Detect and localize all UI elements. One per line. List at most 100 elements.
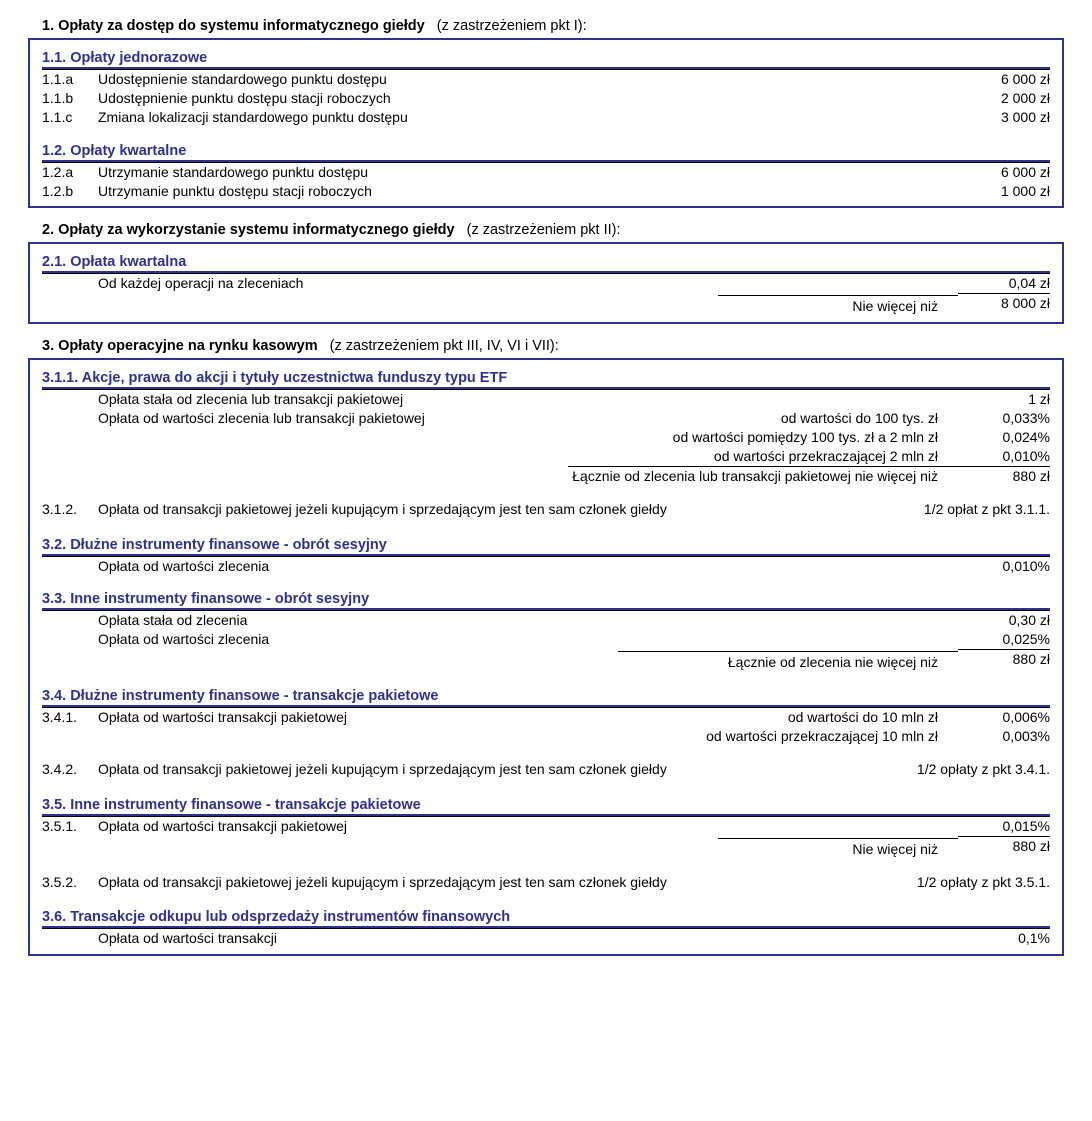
label: Opłata od transakcji pakietowej jeżeli k… xyxy=(98,873,917,892)
qual: od wartości do 100 tys. zł xyxy=(781,409,958,428)
row-1-2-b: 1.2.b Utrzymanie punktu dostępu stacji r… xyxy=(42,182,1050,201)
note-3-4-2: 3.4.2. Opłata od transakcji pakietowej j… xyxy=(42,760,1050,779)
label: Opłata od wartości zlecenia lub transakc… xyxy=(98,409,781,428)
code: 3.1.2. xyxy=(42,500,98,519)
sub-1-2: 1.2. Opłaty kwartalne xyxy=(42,143,1050,162)
cap-amount: 880 zł xyxy=(958,837,1050,859)
row-1-1-a: 1.1.a Udostępnienie standardowego punktu… xyxy=(42,69,1050,89)
row-1-2-a: 1.2.a Utrzymanie standardowego punktu do… xyxy=(42,162,1050,182)
row-311-2b: od wartości pomiędzy 100 tys. zł a 2 mln… xyxy=(42,428,1050,447)
section-1-box: 1.1. Opłaty jednorazowe 1.1.a Udostępnie… xyxy=(28,38,1064,208)
cap-amount: 880 zł xyxy=(958,650,1050,672)
label: Od każdej operacji na zleceniach xyxy=(98,274,958,294)
cap-amount: 8 000 zł xyxy=(958,294,1050,316)
row-3-5-1: 3.5.1. Opłata od wartości transakcji pak… xyxy=(42,816,1050,837)
section-1-title: 1. Opłaty za dostęp do systemu informaty… xyxy=(42,18,1064,34)
code: 3.4.2. xyxy=(42,760,98,779)
note-3-1-2: 3.1.2. Opłata od transakcji pakietowej j… xyxy=(42,500,1050,519)
amount: 0,025% xyxy=(958,630,1050,650)
qual: od wartości przekraczającej 10 mln zł xyxy=(706,727,958,746)
code: 1.1.a xyxy=(42,70,98,89)
label: Opłata od wartości transakcji pakietowej xyxy=(98,708,788,727)
section-2-title-text: 2. Opłaty za wykorzystanie systemu infor… xyxy=(42,222,455,238)
qual: od wartości pomiędzy 100 tys. zł a 2 mln… xyxy=(673,428,958,447)
label: Opłata od wartości transakcji pakietowej xyxy=(98,817,958,837)
row-311-1: Opłata stała od zlecenia lub transakcji … xyxy=(42,389,1050,409)
sub-3-2: 3.2. Dłużne instrumenty finansowe - obró… xyxy=(42,537,1050,556)
section-2-note: (z zastrzeżeniem pkt II): xyxy=(467,222,621,238)
amount: 0,010% xyxy=(958,447,1050,467)
sub-3-3: 3.3. Inne instrumenty finansowe - obrót … xyxy=(42,591,1050,610)
sub-3-1-1: 3.1.1. Akcje, prawa do akcji i tytuły uc… xyxy=(42,370,1050,389)
code: 3.5.2. xyxy=(42,873,98,892)
cap-label: Łącznie od zlecenia lub transakcji pakie… xyxy=(418,467,958,486)
section-1-note: (z zastrzeżeniem pkt I): xyxy=(437,18,587,34)
amount: 6 000 zł xyxy=(958,163,1050,182)
amount: 0,024% xyxy=(958,428,1050,447)
amount: 3 000 zł xyxy=(958,108,1050,127)
label: Opłata od wartości zlecenia xyxy=(98,630,958,650)
sub-3-4: 3.4. Dłużne instrumenty finansowe - tran… xyxy=(42,688,1050,707)
code: 3.5.1. xyxy=(42,817,98,837)
row-3-6-1: Opłata od wartości transakcji 0,1% xyxy=(42,928,1050,948)
code: 3.4.1. xyxy=(42,708,98,727)
label: Opłata od wartości zlecenia xyxy=(98,557,958,576)
row-3-3-1: Opłata stała od zlecenia 0,30 zł xyxy=(42,610,1050,630)
row-311-2c: od wartości przekraczającej 2 mln zł 0,0… xyxy=(42,447,1050,467)
label: Zmiana lokalizacji standardowego punktu … xyxy=(98,108,958,127)
section-2-title: 2. Opłaty za wykorzystanie systemu infor… xyxy=(42,222,1064,238)
section-3-title: 3. Opłaty operacyjne na rynku kasowym (z… xyxy=(42,338,1064,354)
sub-2-1: 2.1. Opłata kwartalna xyxy=(42,254,1050,273)
code: 1.2.b xyxy=(42,182,98,201)
amount: 1 000 zł xyxy=(958,182,1050,201)
amount: 2 000 zł xyxy=(958,89,1050,108)
row-3-4-1b: od wartości przekraczającej 10 mln zł 0,… xyxy=(42,727,1050,746)
label: Utrzymanie punktu dostępu stacji roboczy… xyxy=(98,182,958,201)
label: Udostępnienie punktu dostępu stacji robo… xyxy=(98,89,958,108)
label: Opłata stała od zlecenia xyxy=(98,611,958,630)
code: 1.2.a xyxy=(42,163,98,182)
label: Opłata od transakcji pakietowej jeżeli k… xyxy=(98,760,917,779)
section-3-note: (z zastrzeżeniem pkt III, IV, VI i VII): xyxy=(330,338,559,354)
amount: 0,010% xyxy=(958,557,1050,576)
cap-label: Nie więcej niż xyxy=(718,295,958,316)
reference: 1/2 opłat z pkt 3.1.1. xyxy=(924,500,1050,519)
amount: 0,006% xyxy=(958,708,1050,727)
qual: od wartości przekraczającej 2 mln zł xyxy=(568,447,958,467)
amount: 0,30 zł xyxy=(958,611,1050,630)
row-311-cap: Łącznie od zlecenia lub transakcji pakie… xyxy=(42,467,1050,486)
cap-label: Łącznie od zlecenia nie więcej niż xyxy=(618,651,958,672)
sub-3-5: 3.5. Inne instrumenty finansowe - transa… xyxy=(42,797,1050,816)
row-3-3-cap: Łącznie od zlecenia nie więcej niż 880 z… xyxy=(42,650,1050,672)
label: Opłata stała od zlecenia lub transakcji … xyxy=(98,390,958,409)
section-3-box: 3.1.1. Akcje, prawa do akcji i tytuły uc… xyxy=(28,358,1064,956)
row-1-1-c: 1.1.c Zmiana lokalizacji standardowego p… xyxy=(42,108,1050,127)
amount: 0,003% xyxy=(958,727,1050,746)
qual: od wartości do 10 mln zł xyxy=(788,708,958,727)
label: Opłata od wartości transakcji xyxy=(98,929,958,948)
row-2-1: Od każdej operacji na zleceniach 0,04 zł xyxy=(42,273,1050,294)
cap-amount: 880 zł xyxy=(958,467,1050,486)
reference: 1/2 opłaty z pkt 3.5.1. xyxy=(917,873,1050,892)
amount: 1 zł xyxy=(958,390,1050,409)
section-2-box: 2.1. Opłata kwartalna Od każdej operacji… xyxy=(28,242,1064,324)
row-3-2-1: Opłata od wartości zlecenia 0,010% xyxy=(42,556,1050,576)
sub-1-1: 1.1. Opłaty jednorazowe xyxy=(42,50,1050,69)
row-1-1-b: 1.1.b Udostępnienie punktu dostępu stacj… xyxy=(42,89,1050,108)
amount: 0,015% xyxy=(958,817,1050,837)
label: Udostępnienie standardowego punktu dostę… xyxy=(98,70,958,89)
amount: 0,033% xyxy=(958,409,1050,428)
amount: 6 000 zł xyxy=(958,70,1050,89)
row-311-2a: Opłata od wartości zlecenia lub transakc… xyxy=(42,409,1050,428)
amount: 0,1% xyxy=(958,929,1050,948)
code: 1.1.c xyxy=(42,108,98,127)
section-1-title-text: 1. Opłaty za dostęp do systemu informaty… xyxy=(42,18,425,34)
note-3-5-2: 3.5.2. Opłata od transakcji pakietowej j… xyxy=(42,873,1050,892)
row-3-5-cap: Nie więcej niż 880 zł xyxy=(42,837,1050,859)
row-3-3-2: Opłata od wartości zlecenia 0,025% xyxy=(42,630,1050,650)
sub-3-6: 3.6. Transakcje odkupu lub odsprzedaży i… xyxy=(42,909,1050,928)
label: Opłata od transakcji pakietowej jeżeli k… xyxy=(98,500,924,519)
amount: 0,04 zł xyxy=(958,274,1050,294)
code: 1.1.b xyxy=(42,89,98,108)
reference: 1/2 opłaty z pkt 3.4.1. xyxy=(917,760,1050,779)
